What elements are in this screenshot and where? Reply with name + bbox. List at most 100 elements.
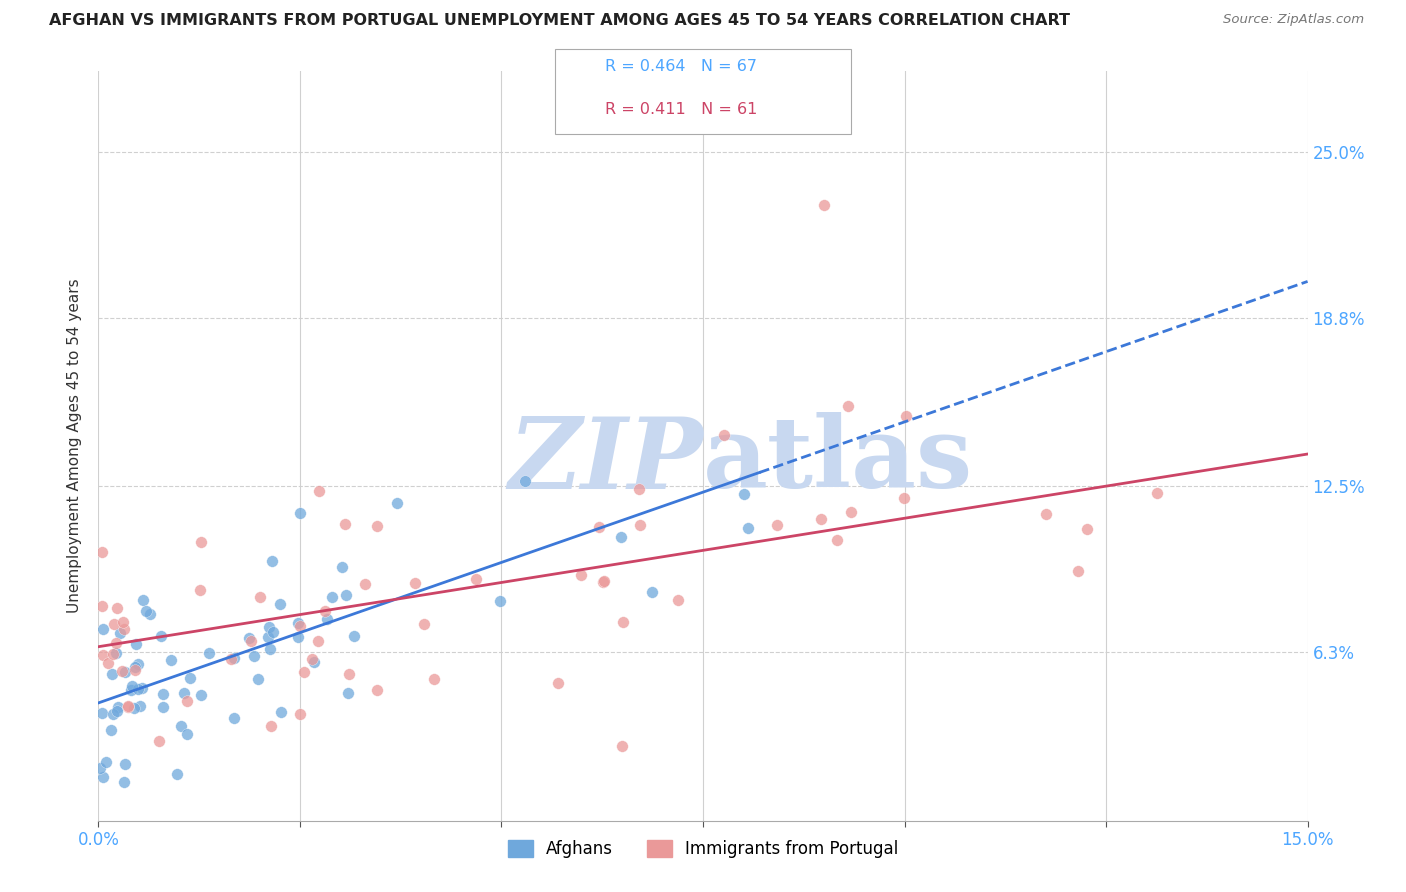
Point [105, 636, 128, 650]
Point [112, 615, 135, 629]
Point [139, 607, 162, 622]
Point [256, 630, 278, 644]
Point [97, 656, 120, 670]
Point [124, 660, 146, 674]
Point [219, 652, 242, 666]
Point [333, 516, 356, 531]
Point [89, 761, 111, 775]
Point [337, 686, 360, 700]
Point [166, 766, 188, 780]
Point [308, 483, 330, 498]
Point [190, 582, 212, 597]
Point [1076, 521, 1098, 535]
Point [120, 683, 142, 698]
Point [262, 624, 284, 639]
Point [127, 657, 149, 671]
Point [190, 535, 212, 549]
Point [132, 593, 155, 607]
Point [315, 612, 337, 626]
Point [107, 601, 129, 615]
Point [353, 576, 375, 591]
Point [515, 475, 537, 489]
Point [404, 575, 426, 590]
Point [152, 700, 174, 714]
Legend: Afghans, Immigrants from Portugal: Afghans, Immigrants from Portugal [501, 833, 905, 864]
Point [105, 704, 128, 718]
Point [101, 667, 124, 681]
Point [612, 739, 634, 753]
Point [321, 590, 343, 604]
Point [148, 734, 170, 748]
Point [713, 428, 735, 442]
Point [110, 664, 132, 678]
Point [290, 707, 312, 722]
Point [124, 664, 146, 678]
Point [343, 629, 366, 643]
Point [91, 706, 114, 720]
Point [160, 653, 183, 667]
Point [733, 486, 755, 500]
Point [96, 755, 118, 769]
Point [301, 652, 323, 666]
Point [292, 665, 315, 679]
Point [810, 511, 832, 525]
Point [593, 574, 616, 588]
Point [239, 633, 262, 648]
Point [222, 711, 245, 725]
Point [117, 699, 139, 714]
Point [107, 699, 129, 714]
Point [627, 482, 650, 496]
Point [641, 584, 664, 599]
Point [270, 706, 292, 720]
Point [837, 399, 859, 413]
Point [91, 770, 114, 784]
Point [90, 599, 112, 613]
Point [117, 699, 139, 714]
Point [243, 649, 266, 664]
Point [588, 520, 610, 534]
Text: R = 0.411   N = 61: R = 0.411 N = 61 [605, 103, 756, 117]
Point [287, 630, 309, 644]
Point [766, 518, 789, 533]
Text: ZIP: ZIP [508, 413, 703, 509]
Point [131, 681, 153, 695]
Point [893, 491, 915, 505]
Point [1035, 507, 1057, 521]
Point [238, 632, 260, 646]
Point [610, 530, 633, 544]
Point [114, 757, 136, 772]
Point [170, 719, 193, 733]
Point [105, 646, 128, 660]
Point [288, 506, 311, 520]
Point [260, 719, 283, 733]
Point [121, 679, 143, 693]
Point [366, 683, 388, 698]
Point [335, 588, 357, 602]
Point [103, 707, 125, 722]
Point [101, 647, 124, 661]
Point [287, 615, 309, 630]
Point [547, 676, 569, 690]
Point [423, 672, 446, 686]
Point [302, 655, 325, 669]
Point [366, 519, 388, 533]
Point [307, 633, 329, 648]
Point [666, 593, 689, 607]
Point [173, 686, 195, 700]
Point [825, 533, 848, 548]
Point [222, 650, 245, 665]
Point [91, 622, 114, 636]
Point [249, 590, 271, 604]
Y-axis label: Unemployment Among Ages 45 to 54 years: Unemployment Among Ages 45 to 54 years [67, 278, 83, 614]
Point [813, 198, 835, 212]
Point [127, 682, 149, 697]
Point [91, 545, 114, 559]
Point [103, 617, 125, 632]
Point [628, 517, 651, 532]
Point [592, 575, 614, 590]
Point [259, 641, 281, 656]
Point [259, 620, 281, 634]
Point [841, 505, 863, 519]
Point [894, 409, 917, 424]
Point [1146, 485, 1168, 500]
